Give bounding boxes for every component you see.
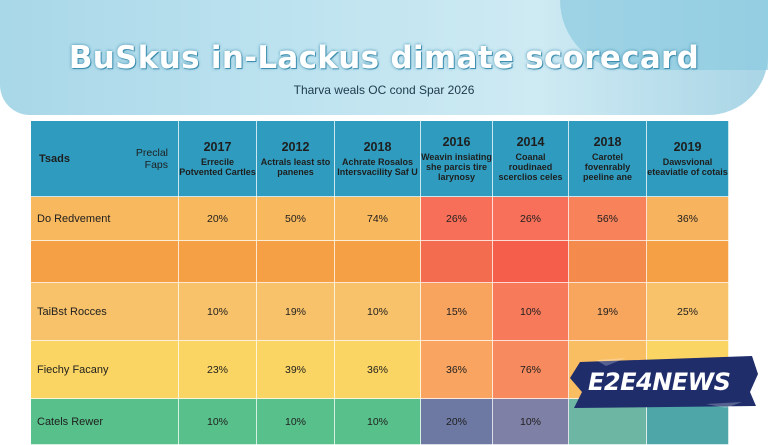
page-subtitle: Tharva weals OC cond Spar 2026 <box>293 83 475 97</box>
table-cell: 36% <box>334 340 421 399</box>
column-year: 2014 <box>516 135 545 149</box>
column-year: 2018 <box>363 140 392 154</box>
table-cell: 50% <box>256 196 335 241</box>
column-year: 2017 <box>203 140 232 154</box>
table-row <box>30 240 729 283</box>
column-year: 2016 <box>442 135 471 149</box>
table-cell: 10% <box>256 398 335 445</box>
row-label: TaiBst Rocces <box>30 282 179 341</box>
table-cell: 36% <box>420 340 493 399</box>
column-year: 2019 <box>673 140 702 154</box>
column-description: Achrate Rosalos Intersvacility Saf U <box>337 157 418 177</box>
table-row: Do Redvement 20% 50% 74% 26% 26% 56% 36% <box>30 196 729 241</box>
table-cell: 15% <box>420 282 493 341</box>
table-cell: 19% <box>256 282 335 341</box>
column-description: Actrals least sto panenes <box>260 157 331 177</box>
table-cell: 10% <box>178 282 257 341</box>
table-cell <box>334 240 421 283</box>
table-cell: 26% <box>492 196 569 241</box>
table-cell: 26% <box>420 196 493 241</box>
page-title: BuSkus in-Lackus dimate scorecard <box>68 40 700 76</box>
column-year: 2018 <box>593 135 622 149</box>
table-cell <box>178 240 257 283</box>
column-header: 2018 Carotel fovenrably peeline ane <box>568 120 647 197</box>
header-paint-accent <box>560 0 768 70</box>
column-header: 2017 Errecile Potvented Cartles <box>178 120 257 197</box>
table-cell: 19% <box>568 282 647 341</box>
table-cell: 76% <box>492 340 569 399</box>
header-row: Tsads Preclal Faps 2017 Errecile Potvente… <box>30 120 729 197</box>
table-cell: 39% <box>256 340 335 399</box>
column-description: Dawsvional eteaviatle of cotais <box>647 157 728 177</box>
column-header: 2014 Coanal roudinaed scerclios celes <box>492 120 569 197</box>
column-header: 2018 Achrate Rosalos Intersvacility Saf U <box>334 120 421 197</box>
column-header: 2012 Actrals least sto panenes <box>256 120 335 197</box>
table-cell: 74% <box>334 196 421 241</box>
row-label: Catels Rewer <box>30 398 179 445</box>
e2e4news-logo <box>570 356 758 408</box>
column-description: Carotel fovenrably peeline ane <box>582 152 633 182</box>
column-description: Coanal roudinaed scerclios celes <box>498 152 563 182</box>
table-cell: 20% <box>420 398 493 445</box>
table-cell: 10% <box>492 282 569 341</box>
table-cell: 10% <box>492 398 569 445</box>
table-cell: 25% <box>646 282 729 341</box>
header-corner: Tsads Preclal Faps <box>30 120 179 197</box>
column-header: 2016 Weavin insiating she parcis tire lar… <box>420 120 493 197</box>
table-cell: 56% <box>568 196 647 241</box>
table-cell <box>646 240 729 283</box>
corner-right-label: Preclal Faps <box>135 146 168 171</box>
table-cell <box>568 240 647 283</box>
table-cell: 23% <box>178 340 257 399</box>
table-cell: 10% <box>334 398 421 445</box>
table-cell: 36% <box>646 196 729 241</box>
column-description: Errecile Potvented Cartles <box>179 157 256 177</box>
table-cell <box>256 240 335 283</box>
logo-text: E2E4NEWS <box>588 368 731 396</box>
table-row: TaiBst Rocces 10% 19% 10% 15% 10% 19% 25% <box>30 282 729 341</box>
table-cell: 20% <box>178 196 257 241</box>
table-cell <box>420 240 493 283</box>
table-cell: 10% <box>178 398 257 445</box>
column-header: 2019 Dawsvional eteaviatle of cotais <box>646 120 729 197</box>
row-label <box>30 240 179 283</box>
table-cell: 10% <box>334 282 421 341</box>
row-label: Fiechy Facany <box>30 340 179 399</box>
column-year: 2012 <box>281 140 310 154</box>
table-cell <box>492 240 569 283</box>
corner-left-label: Tsads <box>39 152 70 165</box>
column-description: Weavin insiating she parcis tire larynos… <box>421 152 492 182</box>
row-label: Do Redvement <box>30 196 179 241</box>
